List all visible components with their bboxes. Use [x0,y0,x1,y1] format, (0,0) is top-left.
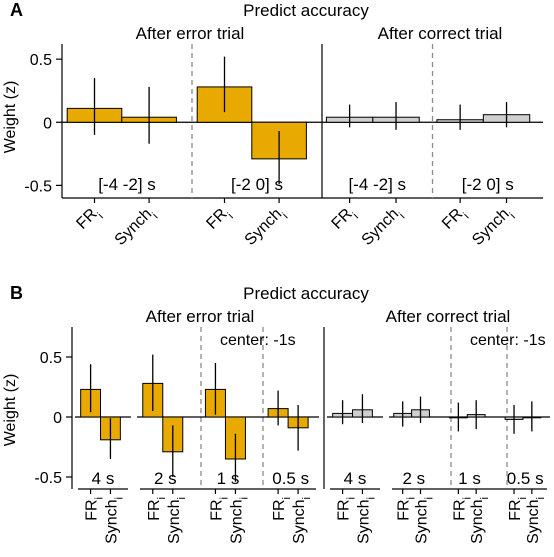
panel-b-ytick-label-2: -0.5 [34,470,62,487]
panel-b-title: Predict accuracy [243,284,369,303]
panel-b-center-annotation-error: center: -1s [220,332,296,349]
panel-a-letter: A [10,0,23,20]
panel-b-xtick-label-correct-g1-w1-synch: Synchi [469,497,491,544]
panel-a-xtick-label-correct-w1-fr: FRi [439,204,471,236]
panel-b-ylabel: Weight (z) [2,374,19,447]
panel-b-xtick-label-error-g1-w0-fr: FRi [146,497,168,521]
panel-b-xtick-label-error-g1-w1-synch: Synchi [228,497,250,544]
panel-b-xtick-label-error-g1-w1-fr: FRi [208,497,230,521]
panel-b-window-label-correct-g1-w1: 1 s [458,469,481,488]
panel-b-xtick-label-correct-g1-w2-fr: FRi [507,497,529,521]
panel-a-ytick-label-1: 0 [43,115,52,132]
panel-b-correct-subtitle: After correct trial [386,307,511,326]
panel-a-title: Predict accuracy [243,1,369,20]
panel-b-xtick-label-error-g1-w2-fr: FRi [271,497,293,521]
panel-a-xtick-label-correct-w0-synch: Synchi [359,204,408,253]
panel-b-xtick-label-correct-g1-w2-synch: Synchi [525,497,547,544]
panel-b-window-label-error-g1-w2: 0.5 s [272,469,309,488]
panel-a-xtick-label-error-w1-synch: Synchi [242,204,291,253]
panel-a-xtick-label-correct-w0-fr: FRi [329,204,361,236]
panel-b-xtick-label-correct-g0-w0-synch: Synchi [355,497,377,544]
panel-b-error-subtitle: After error trial [146,307,255,326]
panel-b-xtick-label-correct-g1-w0-fr: FRi [396,497,418,521]
panel-b-xtick-label-error-g0-w0-fr: FRi [84,497,106,521]
panel-a-xtick-label-correct-w1-synch: Synchi [469,204,518,253]
panel-a-ylabel: Weight (z) [2,81,19,154]
panel-b-letter: B [10,283,23,303]
panel-b-window-label-correct-g1-w0: 2 s [402,469,425,488]
panel-a-ytick-label-2: -0.5 [24,178,52,195]
panel-b-xtick-label-error-g0-w0-synch: Synchi [103,497,125,544]
panel-b-xtick-label-error-g1-w2-synch: Synchi [291,497,313,544]
panel-a-ytick-label-0: 0.5 [30,52,52,69]
panel-b-ytick-label-1: 0 [53,410,62,427]
panel-b-xtick-label-correct-g1-w0-synch: Synchi [414,497,436,544]
panel-b-xtick-label-correct-g1-w1-fr: FRi [451,497,473,521]
panel-b-xtick-label-error-g1-w0-synch: Synchi [166,497,188,544]
panel-b-ytick-label-0: 0.5 [40,350,62,367]
panel-b-xtick-label-correct-g0-w0-fr: FRi [336,497,358,521]
panel-a-error-subtitle: After error trial [136,24,245,43]
panel-a-correct-subtitle: After correct trial [378,24,503,43]
panel-a-xtick-label-error-w0-fr: FRi [73,204,105,236]
panel-a-window-label-correct-w0: [-4 -2] s [348,175,406,194]
panel-a-window-label-error-w0: [-4 -2] s [98,175,156,194]
panel-a-xtick-label-error-w0-synch: Synchi [112,204,161,253]
panel-b-center-annotation-correct: center: -1s [470,332,546,349]
panel-a-xtick-label-error-w1-fr: FRi [203,204,235,236]
panel-a-window-label-correct-w1: [-2 0] s [462,175,514,194]
panel-b-window-label-correct-g0-w0: 4 s [344,469,367,488]
panel-b-window-label-error-g0-w0: 4 s [92,469,115,488]
panel-b-window-label-error-g1-w1: 1 s [217,469,240,488]
panel-b-window-label-error-g1-w0: 2 s [154,469,177,488]
panel-b-window-label-correct-g1-w2: 0.5 s [507,469,544,488]
panel-a-window-label-error-w1: [-2 0] s [231,175,283,194]
